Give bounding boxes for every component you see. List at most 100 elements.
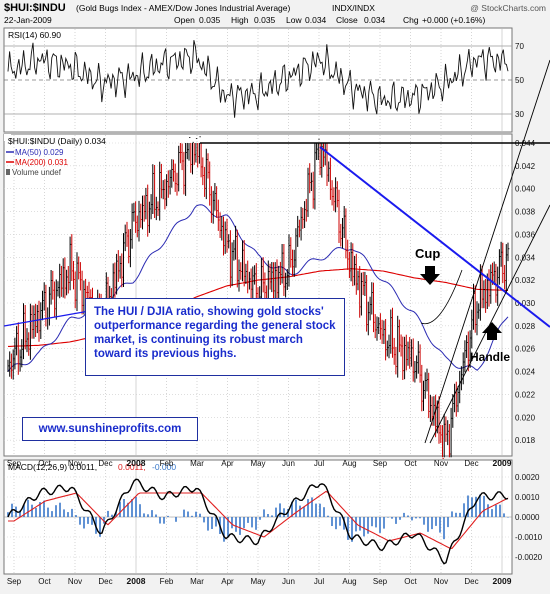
x-tick-label: Aug <box>342 577 356 586</box>
chg-label: Chg <box>403 15 419 25</box>
price-tick-label: 0.022 <box>515 390 536 399</box>
macd-hist-bar <box>59 503 61 517</box>
x-tick-label: Oct <box>404 459 417 468</box>
macd-hist-bar <box>195 512 197 517</box>
annotation-website[interactable]: www.sunshineprofits.com <box>22 417 198 441</box>
macd-hist-bar <box>231 517 233 528</box>
macd-hist-bar <box>131 499 133 517</box>
macd-hist-bar <box>175 517 177 522</box>
macd-hist-bar <box>275 508 277 517</box>
macd-hist-bar <box>187 512 189 518</box>
price-tick-label: 0.020 <box>515 413 536 422</box>
macd-hist-bar <box>259 517 261 520</box>
macd-hist-bar <box>47 508 49 517</box>
macd-hist-bar <box>335 517 337 529</box>
macd-hist-bar <box>383 517 385 529</box>
macd-hist-bar <box>211 517 213 529</box>
date-label: 22-Jan-2009 <box>4 15 52 25</box>
macd-hist-bar <box>367 517 369 534</box>
macd-hist-bar <box>327 516 329 517</box>
macd-label: MACD(12,26,9) 0.0011, <box>8 462 97 472</box>
macd-hist-bar <box>411 517 413 520</box>
x-tick-label: Sep <box>373 577 388 586</box>
macd-hist-bar <box>267 514 269 517</box>
volume-legend: Volume undef <box>12 168 62 177</box>
macd-hist-bar <box>495 505 497 517</box>
macd-hist-bar <box>427 517 429 532</box>
rsi-tick-label: 70 <box>515 42 524 51</box>
x-tick-label: Jul <box>314 459 324 468</box>
x-tick-label: May <box>250 459 265 468</box>
macd-hist-bar <box>79 517 81 525</box>
macd-hist-bar <box>243 517 245 528</box>
x-tick-label: Jun <box>282 577 295 586</box>
macd-hist-bar <box>75 515 77 517</box>
macd-hist-bar <box>435 517 437 526</box>
x-tick-label: Dec <box>464 459 478 468</box>
macd-hist-bar <box>503 513 505 517</box>
macd-hist-bar <box>371 517 373 526</box>
x-tick-label: Mar <box>190 577 204 586</box>
macd-hist-bar <box>51 511 53 517</box>
macd-hist-bar <box>363 517 365 536</box>
x-tick-label: Oct <box>404 577 417 586</box>
macd-hist-bar <box>455 513 457 517</box>
macd-tick-label: 0.0010 <box>515 493 540 502</box>
macd-hist-bar <box>135 497 137 517</box>
macd-hist-bar <box>63 509 65 517</box>
macd-hist-bar <box>147 514 149 517</box>
macd-hist-bar <box>319 504 321 517</box>
macd-hist-bar <box>315 504 317 517</box>
macd-hist-bar <box>407 516 409 518</box>
symbol-title: $HUI:$INDU <box>4 2 66 14</box>
exchange-label: INDX/INDX <box>332 3 375 13</box>
x-tick-label: 2009 <box>493 458 512 468</box>
macd-hist-bar <box>459 513 461 517</box>
macd-hist-bar <box>323 507 325 517</box>
macd-tick-label: -0.0010 <box>515 533 543 542</box>
macd-hist-bar <box>27 500 29 517</box>
price-tick-label: 0.032 <box>515 276 536 285</box>
price-tick-label: 0.028 <box>515 322 536 331</box>
macd-hist-bar <box>331 517 333 526</box>
macd-hist-bar <box>271 515 273 517</box>
macd-hist-bar <box>263 509 265 517</box>
macd-tick-label: 0.0000 <box>515 513 540 522</box>
x-tick-label: Feb <box>160 577 174 586</box>
macd-hist-bar <box>499 505 501 517</box>
rsi-tick-label: 50 <box>515 76 524 85</box>
x-tick-label: Sep <box>7 459 22 468</box>
ma200-legend: MA(200) 0.031 <box>15 158 68 167</box>
macd-hist-bar <box>475 497 477 517</box>
x-tick-label: Oct <box>38 577 51 586</box>
macd-hist-bar <box>251 517 253 527</box>
macd-hist-bar <box>67 512 69 517</box>
macd-hist-bar <box>295 500 297 517</box>
low-label: Low <box>286 15 302 25</box>
close-value: 0.034 <box>364 15 386 25</box>
price-tick-label: 0.018 <box>515 436 536 445</box>
annotation-note: The HUI / DJIA ratio, showing gold stock… <box>85 298 345 376</box>
macd-hist-bar <box>31 505 33 517</box>
macd-hist-bar <box>283 508 285 517</box>
quote-line: Open 0.035 High 0.035 Low 0.034 Close 0.… <box>174 15 485 25</box>
symbol-description: (Gold Bugs Index - AMEX/Dow Jones Indust… <box>76 3 291 13</box>
macd-hist-bar <box>359 517 361 531</box>
x-tick-label: 2009 <box>493 576 512 586</box>
macd-hist-bar <box>451 511 453 517</box>
macd-hist-bar <box>431 517 433 529</box>
macd-tick-label: 0.0020 <box>515 473 540 482</box>
price-axis: 0.0440.0420.0400.0380.0360.0340.0320.030… <box>515 139 536 445</box>
handle-label: Handle <box>470 350 510 364</box>
watermark: @ StockCharts.com <box>470 3 546 13</box>
high-value: 0.035 <box>254 15 276 25</box>
macd-hist-bar <box>387 517 389 518</box>
macd-hist-bar <box>143 513 145 517</box>
macd-hist-bar <box>71 509 73 517</box>
macd-hist-bar <box>87 517 89 524</box>
macd-hist-bar <box>163 517 165 524</box>
macd-hist-bar <box>375 517 377 527</box>
price-tick-label: 0.040 <box>515 185 536 194</box>
